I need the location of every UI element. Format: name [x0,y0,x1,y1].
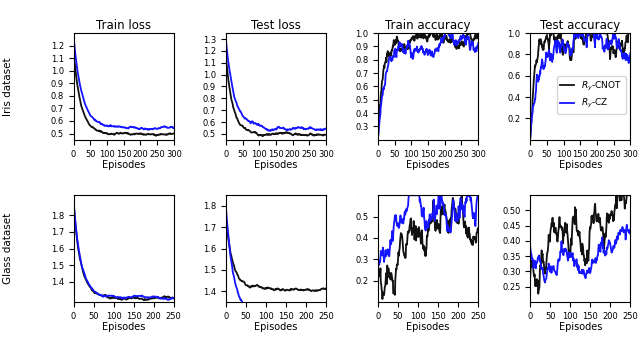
X-axis label: Episodes: Episodes [254,160,298,170]
X-axis label: Episodes: Episodes [102,160,145,170]
Legend: $R_y$-CNOT, $R_y$-CZ: $R_y$-CNOT, $R_y$-CZ [557,76,626,114]
Title: Train loss: Train loss [96,19,151,32]
X-axis label: Episodes: Episodes [559,160,602,170]
X-axis label: Episodes: Episodes [102,322,145,332]
Title: Test loss: Test loss [251,19,301,32]
X-axis label: Episodes: Episodes [406,160,450,170]
Text: Iris dataset: Iris dataset [3,57,13,116]
Title: Test accuracy: Test accuracy [540,19,620,32]
X-axis label: Episodes: Episodes [406,322,450,332]
X-axis label: Episodes: Episodes [254,322,298,332]
Text: Glass dataset: Glass dataset [3,213,13,284]
Title: Train accuracy: Train accuracy [385,19,471,32]
X-axis label: Episodes: Episodes [559,322,602,332]
